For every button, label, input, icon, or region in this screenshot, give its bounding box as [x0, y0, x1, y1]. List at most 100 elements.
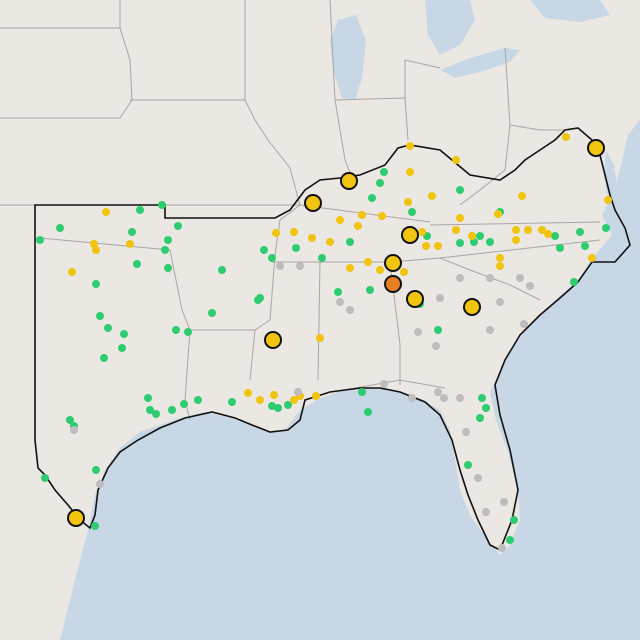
marker-green[interactable]	[92, 280, 100, 288]
marker-gray[interactable]	[496, 298, 504, 306]
marker-yellow[interactable]	[290, 228, 298, 236]
marker-green[interactable]	[260, 246, 268, 254]
marker-green[interactable]	[174, 222, 182, 230]
marker-gray[interactable]	[380, 380, 388, 388]
marker-gray[interactable]	[408, 394, 416, 402]
marker-green[interactable]	[284, 401, 292, 409]
marker-green[interactable]	[551, 232, 559, 240]
marker-large-yellow[interactable]	[340, 172, 358, 190]
marker-gray[interactable]	[456, 274, 464, 282]
marker-yellow[interactable]	[346, 264, 354, 272]
marker-green[interactable]	[368, 194, 376, 202]
marker-yellow[interactable]	[406, 168, 414, 176]
marker-green[interactable]	[556, 244, 564, 252]
marker-yellow[interactable]	[378, 212, 386, 220]
marker-gray[interactable]	[294, 388, 302, 396]
marker-yellow[interactable]	[308, 234, 316, 242]
marker-green[interactable]	[164, 264, 172, 272]
marker-green[interactable]	[158, 201, 166, 209]
marker-yellow[interactable]	[272, 229, 280, 237]
marker-green[interactable]	[456, 186, 464, 194]
marker-gray[interactable]	[434, 388, 442, 396]
marker-yellow[interactable]	[604, 196, 612, 204]
marker-green[interactable]	[334, 288, 342, 296]
marker-green[interactable]	[476, 232, 484, 240]
marker-large-yellow[interactable]	[384, 254, 402, 272]
marker-gray[interactable]	[96, 480, 104, 488]
marker-gray[interactable]	[526, 282, 534, 290]
marker-gray[interactable]	[486, 274, 494, 282]
marker-green[interactable]	[144, 394, 152, 402]
marker-green[interactable]	[218, 266, 226, 274]
marker-gray[interactable]	[486, 326, 494, 334]
marker-yellow[interactable]	[496, 262, 504, 270]
marker-green[interactable]	[570, 278, 578, 286]
marker-gray[interactable]	[432, 342, 440, 350]
marker-green[interactable]	[358, 388, 366, 396]
marker-green[interactable]	[66, 416, 74, 424]
marker-yellow[interactable]	[544, 230, 552, 238]
marker-gray[interactable]	[500, 498, 508, 506]
marker-green[interactable]	[228, 398, 236, 406]
marker-green[interactable]	[464, 461, 472, 469]
marker-yellow[interactable]	[434, 242, 442, 250]
marker-green[interactable]	[408, 208, 416, 216]
marker-yellow[interactable]	[244, 389, 252, 397]
marker-green[interactable]	[292, 244, 300, 252]
marker-yellow[interactable]	[452, 156, 460, 164]
marker-green[interactable]	[486, 238, 494, 246]
marker-green[interactable]	[194, 396, 202, 404]
marker-gray[interactable]	[346, 306, 354, 314]
marker-gray[interactable]	[498, 544, 506, 552]
marker-yellow[interactable]	[428, 192, 436, 200]
marker-green[interactable]	[164, 236, 172, 244]
marker-green[interactable]	[380, 168, 388, 176]
marker-green[interactable]	[602, 224, 610, 232]
marker-large-yellow[interactable]	[401, 226, 419, 244]
marker-yellow[interactable]	[400, 268, 408, 276]
marker-yellow[interactable]	[406, 142, 414, 150]
marker-green[interactable]	[133, 260, 141, 268]
marker-yellow[interactable]	[102, 208, 110, 216]
marker-yellow[interactable]	[512, 226, 520, 234]
marker-yellow[interactable]	[418, 228, 426, 236]
marker-yellow[interactable]	[404, 198, 412, 206]
marker-green[interactable]	[128, 228, 136, 236]
marker-green[interactable]	[168, 406, 176, 414]
marker-gray[interactable]	[296, 262, 304, 270]
marker-green[interactable]	[434, 326, 442, 334]
marker-green[interactable]	[56, 224, 64, 232]
marker-gray[interactable]	[516, 274, 524, 282]
marker-green[interactable]	[274, 404, 282, 412]
marker-yellow[interactable]	[312, 392, 320, 400]
marker-large-yellow[interactable]	[463, 298, 481, 316]
marker-gray[interactable]	[414, 328, 422, 336]
marker-yellow[interactable]	[256, 396, 264, 404]
marker-green[interactable]	[366, 286, 374, 294]
marker-yellow[interactable]	[316, 334, 324, 342]
marker-green[interactable]	[364, 408, 372, 416]
marker-green[interactable]	[478, 394, 486, 402]
marker-green[interactable]	[482, 404, 490, 412]
marker-yellow[interactable]	[376, 266, 384, 274]
marker-green[interactable]	[268, 254, 276, 262]
marker-gray[interactable]	[456, 394, 464, 402]
marker-gray[interactable]	[482, 508, 490, 516]
marker-gray[interactable]	[462, 428, 470, 436]
marker-green[interactable]	[172, 326, 180, 334]
marker-green[interactable]	[180, 400, 188, 408]
marker-green[interactable]	[100, 354, 108, 362]
marker-green[interactable]	[506, 536, 514, 544]
marker-gray[interactable]	[276, 262, 284, 270]
marker-green[interactable]	[376, 179, 384, 187]
marker-gray[interactable]	[520, 320, 528, 328]
marker-green[interactable]	[118, 344, 126, 352]
marker-yellow[interactable]	[588, 254, 596, 262]
marker-gray[interactable]	[436, 294, 444, 302]
marker-green[interactable]	[96, 312, 104, 320]
marker-gray[interactable]	[70, 426, 78, 434]
marker-yellow[interactable]	[336, 216, 344, 224]
marker-green[interactable]	[92, 466, 100, 474]
marker-green[interactable]	[581, 242, 589, 250]
